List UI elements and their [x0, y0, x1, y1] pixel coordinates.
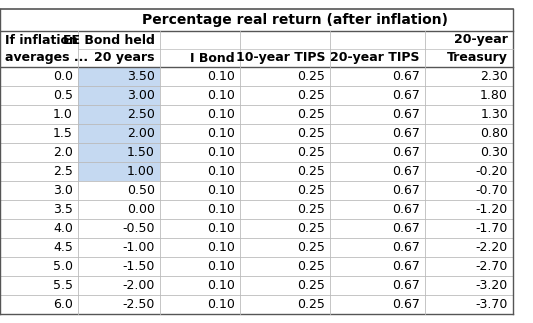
Text: 1.00: 1.00 — [127, 165, 155, 178]
Text: 0.25: 0.25 — [297, 279, 325, 292]
Text: 0.5: 0.5 — [53, 89, 73, 102]
Text: 3.0: 3.0 — [53, 184, 73, 197]
Text: 0.25: 0.25 — [297, 89, 325, 102]
Text: 5.5: 5.5 — [53, 279, 73, 292]
Bar — [78, 86, 160, 105]
Text: -1.50: -1.50 — [123, 260, 155, 273]
Text: 10-year TIPS: 10-year TIPS — [236, 51, 325, 65]
Text: 20 years: 20 years — [94, 51, 155, 65]
Text: -0.20: -0.20 — [475, 165, 508, 178]
Text: -1.70: -1.70 — [475, 222, 508, 235]
Text: 4.0: 4.0 — [53, 222, 73, 235]
Text: 0.25: 0.25 — [297, 222, 325, 235]
Bar — [78, 124, 160, 143]
Text: EE Bond held: EE Bond held — [63, 34, 155, 47]
Bar — [78, 143, 160, 162]
Text: -2.70: -2.70 — [475, 260, 508, 273]
Text: 0.10: 0.10 — [207, 222, 235, 235]
Text: -1.00: -1.00 — [123, 241, 155, 254]
Text: If inflation: If inflation — [5, 34, 78, 47]
Text: 0.00: 0.00 — [127, 203, 155, 216]
Text: 0.67: 0.67 — [392, 70, 420, 83]
Text: 0.67: 0.67 — [392, 203, 420, 216]
Text: 0.10: 0.10 — [207, 89, 235, 102]
Text: 6.0: 6.0 — [53, 298, 73, 311]
Text: 0.25: 0.25 — [297, 298, 325, 311]
Bar — [78, 105, 160, 124]
Text: 0.10: 0.10 — [207, 70, 235, 83]
Text: 0.67: 0.67 — [392, 222, 420, 235]
Text: 20-year TIPS: 20-year TIPS — [330, 51, 420, 65]
Text: 4.5: 4.5 — [53, 241, 73, 254]
Text: 3.50: 3.50 — [127, 70, 155, 83]
Text: 3.5: 3.5 — [53, 203, 73, 216]
Text: 0.10: 0.10 — [207, 279, 235, 292]
Text: I Bond: I Bond — [190, 51, 235, 65]
Text: 1.5: 1.5 — [53, 127, 73, 140]
Text: 1.80: 1.80 — [480, 89, 508, 102]
Text: 0.80: 0.80 — [480, 127, 508, 140]
Bar — [78, 162, 160, 181]
Text: -3.20: -3.20 — [476, 279, 508, 292]
Text: 0.67: 0.67 — [392, 260, 420, 273]
Text: 0.25: 0.25 — [297, 70, 325, 83]
Text: 2.00: 2.00 — [127, 127, 155, 140]
Text: 20-year: 20-year — [454, 34, 508, 47]
Text: 0.10: 0.10 — [207, 241, 235, 254]
Text: averages ...: averages ... — [5, 51, 88, 65]
Text: -1.20: -1.20 — [476, 203, 508, 216]
Text: -0.70: -0.70 — [475, 184, 508, 197]
Text: 0.67: 0.67 — [392, 127, 420, 140]
Text: 0.25: 0.25 — [297, 260, 325, 273]
Text: 2.50: 2.50 — [127, 108, 155, 121]
Text: 1.0: 1.0 — [53, 108, 73, 121]
Text: 0.67: 0.67 — [392, 108, 420, 121]
Text: -3.70: -3.70 — [475, 298, 508, 311]
Text: 2.30: 2.30 — [480, 70, 508, 83]
Text: -0.50: -0.50 — [123, 222, 155, 235]
Text: Treasury: Treasury — [447, 51, 508, 65]
Text: 0.30: 0.30 — [480, 146, 508, 159]
Text: 2.0: 2.0 — [53, 146, 73, 159]
Text: 0.10: 0.10 — [207, 146, 235, 159]
Text: -2.00: -2.00 — [123, 279, 155, 292]
Text: 0.25: 0.25 — [297, 146, 325, 159]
Text: 0.67: 0.67 — [392, 146, 420, 159]
Text: Percentage real return (after inflation): Percentage real return (after inflation) — [142, 13, 448, 27]
Text: 0.25: 0.25 — [297, 203, 325, 216]
Text: 0.25: 0.25 — [297, 127, 325, 140]
Text: 1.50: 1.50 — [127, 146, 155, 159]
Text: 0.10: 0.10 — [207, 127, 235, 140]
Text: 0.10: 0.10 — [207, 203, 235, 216]
Text: 0.25: 0.25 — [297, 241, 325, 254]
Text: 2.5: 2.5 — [53, 165, 73, 178]
Text: 0.10: 0.10 — [207, 184, 235, 197]
Text: -2.50: -2.50 — [123, 298, 155, 311]
Text: 0.0: 0.0 — [53, 70, 73, 83]
Text: 0.67: 0.67 — [392, 184, 420, 197]
Text: 5.0: 5.0 — [53, 260, 73, 273]
Text: 0.50: 0.50 — [127, 184, 155, 197]
Text: -2.20: -2.20 — [476, 241, 508, 254]
Bar — [78, 67, 160, 86]
Text: 0.10: 0.10 — [207, 165, 235, 178]
Text: 0.25: 0.25 — [297, 108, 325, 121]
Text: 0.67: 0.67 — [392, 279, 420, 292]
Text: 0.10: 0.10 — [207, 108, 235, 121]
Text: 0.67: 0.67 — [392, 165, 420, 178]
Text: 0.25: 0.25 — [297, 165, 325, 178]
Text: 0.10: 0.10 — [207, 298, 235, 311]
Text: 0.67: 0.67 — [392, 241, 420, 254]
Text: 0.25: 0.25 — [297, 184, 325, 197]
Text: 1.30: 1.30 — [480, 108, 508, 121]
Text: 0.10: 0.10 — [207, 260, 235, 273]
Text: 3.00: 3.00 — [127, 89, 155, 102]
Text: 0.67: 0.67 — [392, 89, 420, 102]
Text: 0.67: 0.67 — [392, 298, 420, 311]
